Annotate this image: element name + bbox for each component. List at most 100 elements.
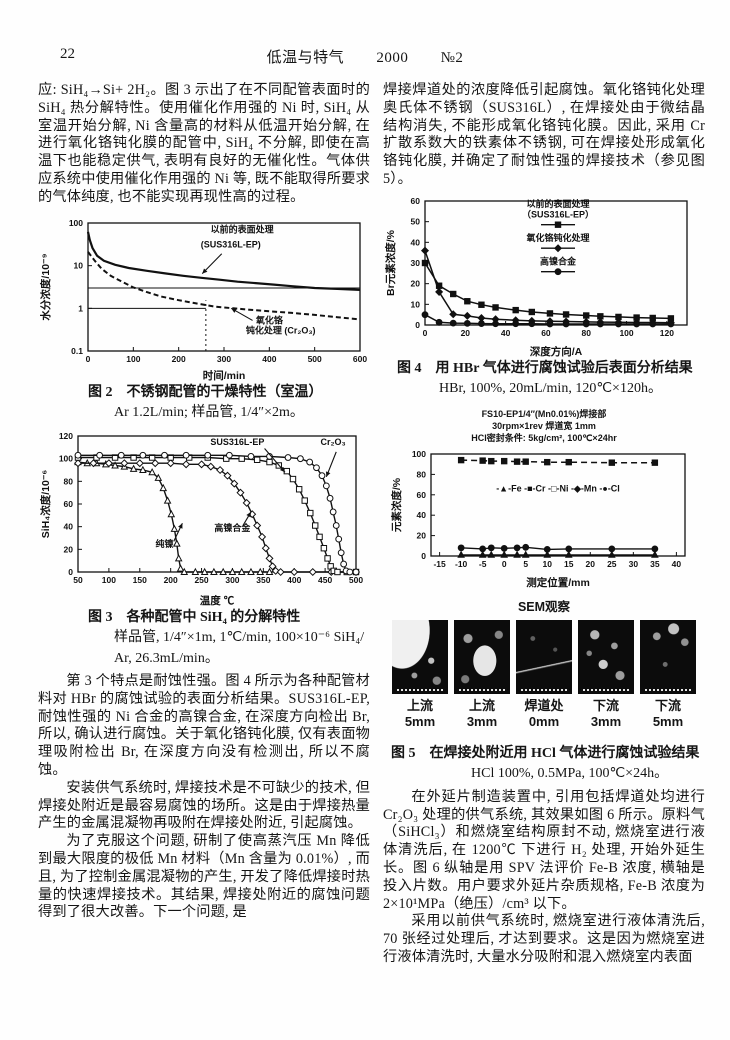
svg-text:钝化处理 (Cr₂O₃): 钝化处理 (Cr₂O₃)	[245, 324, 316, 335]
svg-text:100: 100	[69, 218, 83, 228]
svg-text:30: 30	[411, 258, 421, 268]
page-header: 22 低温与特气 2000 №2	[0, 46, 730, 67]
svg-text:200: 200	[172, 354, 186, 364]
svg-text:600: 600	[353, 354, 367, 364]
svg-text:（SUS316L-EP）: （SUS316L-EP）	[522, 209, 594, 219]
svg-text:80: 80	[64, 476, 74, 486]
svg-text:SUS316L-EP: SUS316L-EP	[210, 437, 264, 447]
svg-text:100: 100	[619, 328, 633, 338]
svg-text:5: 5	[523, 559, 528, 569]
sem-distance-label: 3mm	[590, 713, 622, 729]
journal-year: 2000	[376, 50, 409, 66]
svg-text:15: 15	[564, 559, 574, 569]
journal-title: 低温与特气	[266, 50, 345, 66]
svg-text:100: 100	[126, 354, 140, 364]
svg-text:时间/min: 时间/min	[203, 369, 246, 381]
svg-text:30: 30	[629, 559, 639, 569]
sem-distance-label: 3mm	[466, 713, 498, 729]
sem-image	[516, 619, 572, 694]
journal-issue: №2	[440, 50, 464, 66]
sem-distance-label: 5mm	[404, 713, 436, 729]
paragraph-previous-supply-system: 采用以前供气系统时, 燃烧室进行液体清洗后, 70 张经过处理后, 才达到要求。…	[383, 913, 705, 965]
fig4-caption: 图 4 用 HBr 气体进行腐蚀试验后表面分析结果 HBr, 100%, 20m…	[383, 359, 705, 400]
fig3-caption-conditions-2: Ar, 26.3mL/min。	[114, 650, 219, 666]
svg-text:400: 400	[287, 575, 301, 585]
svg-text:80: 80	[417, 469, 427, 479]
svg-text:-15: -15	[433, 559, 446, 569]
svg-text:以前的表面处理: 以前的表面处理	[527, 198, 590, 209]
paragraph-sih4-decomposition: 应: SiH₄→Si+ 2H₂。图 3 示出了在不同配管表面时的 SiH₄ 热分…	[38, 82, 370, 205]
fig3-caption: 图 3 各种配管中 SiH₄ 的分解特性 样品管, 1/4″×1m, 1℃/mi…	[38, 608, 370, 670]
paragraph-weld-bead-corrosion: 焊接焊道处的浓度降低引起腐蚀。氧化铬钝化处理奥氏体不锈钢（SUS316L）, 在…	[383, 82, 705, 187]
svg-text:20: 20	[461, 328, 471, 338]
fig2-caption-title: 图 2 不锈钢配管的干燥特性（室温）	[88, 384, 323, 400]
svg-text:0: 0	[421, 551, 426, 561]
svg-text:纯镍: 纯镍	[155, 538, 173, 549]
svg-text:500: 500	[349, 575, 363, 585]
svg-text:300: 300	[217, 354, 231, 364]
svg-text:25: 25	[607, 559, 617, 569]
svg-text:-10: -10	[455, 559, 468, 569]
right-column: 焊接焊道处的浓度降低引起腐蚀。氧化铬钝化处理奥氏体不锈钢（SUS316L）, 在…	[383, 82, 705, 967]
svg-text:450: 450	[318, 575, 332, 585]
svg-text:500: 500	[308, 354, 322, 364]
svg-text:350: 350	[256, 575, 270, 585]
paragraph-low-mn-material: 为了克服这个问题, 研制了使高蒸汽压 Mn 降低到最大限度的极低 Mn 材料（M…	[38, 833, 370, 921]
fig5-caption: 图 5 在焊接处附近用 HCl 气体进行腐蚀试验结果 HCl 100%, 0.5…	[383, 744, 705, 785]
svg-text:元素浓度/%: 元素浓度/%	[390, 477, 403, 532]
svg-text:35: 35	[650, 559, 660, 569]
sem-image-strip: 上流 5mm 上流 3mm 焊道处 0mm	[383, 619, 705, 730]
svg-text:20: 20	[64, 544, 74, 554]
fig3-caption-conditions-1: 样品管, 1/4″×1m, 1℃/min, 100×10⁻⁶ SiH₄/	[114, 630, 365, 646]
svg-text:50: 50	[411, 216, 421, 226]
svg-text:120: 120	[660, 328, 674, 338]
svg-text:50: 50	[73, 575, 83, 585]
svg-text:-▲-Fe -■-Cr -□-Ni -◆-Mn -●-Cl: -▲-Fe -■-Cr -□-Ni -◆-Mn -●-Cl	[496, 484, 620, 494]
fig2-drying-chart: 0 100 200 300 400 500 600 100 10 1 0.1 以前的表面处理 (SUS3…	[39, 218, 367, 381]
sem-position-label: 上流	[468, 697, 495, 713]
svg-text:40: 40	[417, 510, 427, 520]
journal-header: 低温与特气 2000 №2	[0, 46, 730, 67]
svg-text:Cr₂O₃: Cr₂O₃	[321, 437, 346, 447]
svg-text:40: 40	[672, 559, 682, 569]
sem-image	[640, 619, 696, 694]
fig3-caption-title: 图 3 各种配管中 SiH₄ 的分解特性	[88, 609, 301, 625]
svg-text:0: 0	[423, 328, 428, 338]
svg-text:60: 60	[541, 328, 551, 338]
fig5-caption-conditions: HCl 100%, 0.5MPa, 100℃×24h。	[471, 766, 669, 782]
sem-observation-title: SEM观察	[517, 599, 571, 614]
fig5-condition-line3: HCl密封条件: 5kg/cm², 100℃×24hr	[471, 432, 617, 443]
svg-text:高镍合金: 高镍合金	[540, 255, 577, 266]
svg-text:20: 20	[417, 530, 427, 540]
svg-text:氧化铬钝化处理: 氧化铬钝化处理	[526, 232, 590, 243]
svg-text:60: 60	[417, 490, 427, 500]
page-number: 22	[60, 46, 75, 62]
svg-text:测定位置/mm: 测定位置/mm	[526, 576, 590, 588]
sem-cell-upstream-5mm: 上流 5mm	[392, 619, 448, 730]
svg-text:40: 40	[411, 237, 421, 247]
sem-cell-downstream-5mm: 下流 5mm	[640, 619, 696, 730]
fig2-caption: 图 2 不锈钢配管的干燥特性（室温） Ar 1.2L/min; 样品管, 1/4…	[38, 383, 370, 424]
sem-distance-label: 5mm	[652, 713, 684, 729]
svg-text:0: 0	[68, 567, 73, 577]
sem-cell-downstream-3mm: 下流 3mm	[578, 619, 634, 730]
paragraph-corrosion-resistance: 第 3 个特点是耐蚀性强。图 4 所示为各种配管材料对 HBr 的腐蚀试验的表面…	[38, 673, 370, 779]
fig4-hbr-corrosion-chart: 0 20 40 60 80 100 120 0 10 20 30 40 50 60 以前的表面处理（SUS3…	[384, 196, 688, 357]
svg-text:100: 100	[102, 575, 116, 585]
svg-text:10: 10	[411, 299, 421, 309]
svg-text:250: 250	[194, 575, 208, 585]
fig5-element-concentration-chart: -15 -10 -5 0 5 10 15 20 25 30 35 40 0 20 40 60 80 100 -▲-F…	[390, 449, 686, 588]
fig5-caption-title: 图 5 在焊接处附近用 HCl 气体进行腐蚀试验结果	[391, 745, 700, 761]
sem-image	[578, 619, 634, 694]
left-column: 应: SiH₄→Si+ 2H₂。图 3 示出了在不同配管表面时的 SiH₄ 热分…	[38, 82, 370, 922]
svg-text:1: 1	[78, 303, 83, 313]
svg-text:Br元素浓度/%: Br元素浓度/%	[384, 229, 397, 296]
sem-cell-upstream-3mm: 上流 3mm	[454, 619, 510, 730]
fig4-caption-title: 图 4 用 HBr 气体进行腐蚀试验后表面分析结果	[397, 360, 693, 376]
svg-text:高镍合金: 高镍合金	[214, 522, 251, 533]
svg-text:60: 60	[411, 196, 421, 206]
svg-text:0: 0	[415, 320, 420, 330]
svg-text:20: 20	[411, 278, 421, 288]
svg-text:温度 ℃: 温度 ℃	[200, 594, 235, 606]
